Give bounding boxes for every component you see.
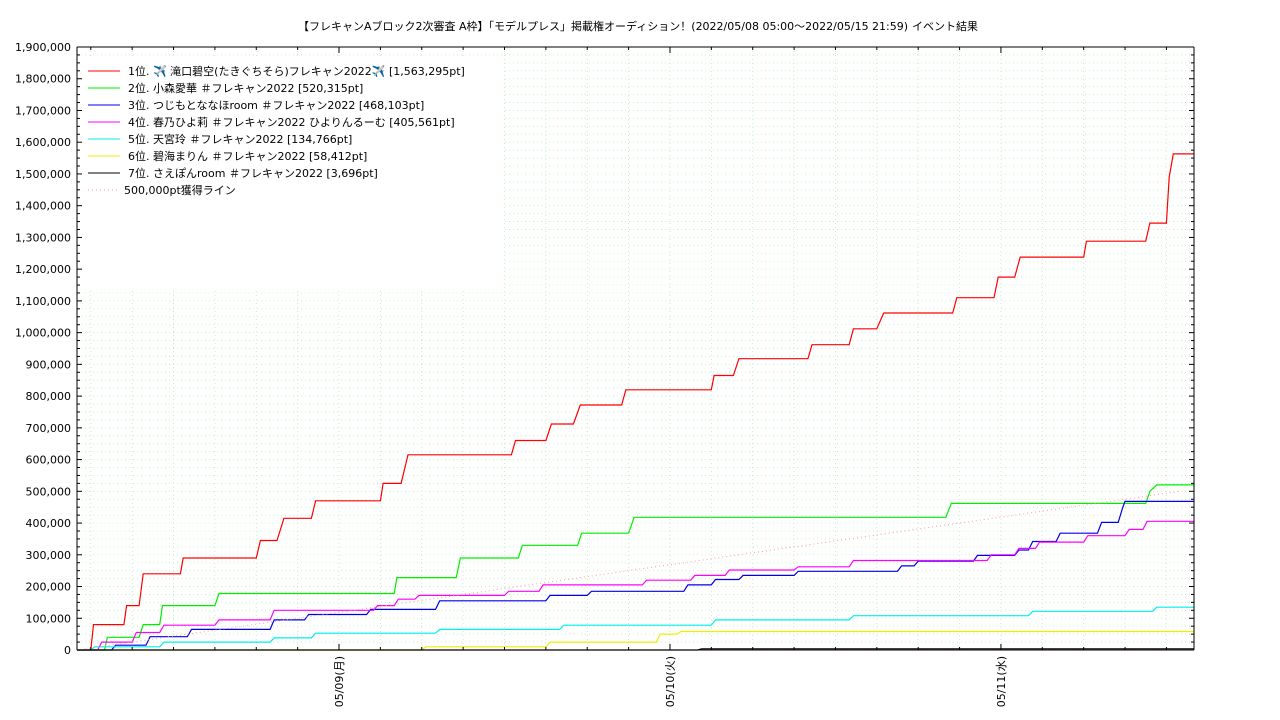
chart-header: 【フレキャンAブロック2次審査 A枠】「モデルプレス」掲載権オーディション！(2…: [0, 18, 1280, 36]
y-tick-label: 600,000: [26, 454, 72, 467]
legend-label-1: 1位. ✈️ 滝口碧空(たきぐちそら)フレキャン2022✈️ [1,563,29…: [128, 64, 465, 78]
y-tick-label: 700,000: [26, 422, 72, 435]
legend-label-5: 5位. 天宮玲 ＃フレキャン2022 [134,766pt]: [128, 132, 352, 146]
y-tick-label: 100,000: [26, 612, 72, 625]
y-tick-label: 200,000: [26, 581, 72, 594]
y-tick-label: 300,000: [26, 549, 72, 562]
y-tick-label: 500,000: [26, 485, 72, 498]
y-tick-label: 1,400,000: [15, 200, 71, 213]
y-tick-label: 1,900,000: [15, 41, 71, 54]
legend: 1位. ✈️ 滝口碧空(たきぐちそら)フレキャン2022✈️ [1,563,29…: [88, 64, 465, 197]
legend-background: [78, 57, 502, 291]
y-tick-label: 1,000,000: [15, 327, 71, 340]
x-tick-label: 05/10(火): [664, 656, 677, 707]
legend-box: [78, 57, 502, 291]
legend-label-4: 4位. 春乃ひよ莉 ＃フレキャン2022 ひよりんるーむ [405,561pt]: [128, 115, 455, 129]
series-line-1: [77, 153, 1194, 651]
legend-label-6: 6位. 碧海まりん ＃フレキャン2022 [58,412pt]: [128, 149, 367, 163]
y-tick-label: 900,000: [26, 358, 72, 371]
legend-label-3: 3位. つじもとななほroom ＃フレキャン2022 [468,103pt]: [128, 98, 424, 112]
legend-label-2: 2位. 小森愛華 ＃フレキャン2022 [520,315pt]: [128, 81, 363, 95]
x-tick-label: 05/09(月): [333, 656, 346, 707]
series-line-2: [77, 484, 1194, 651]
axes: 0 100,000 200,000 300,000 400,000 500,000 600,…: [15, 41, 1195, 707]
chart-title: 【フレキャンAブロック2次審査 A枠】「モデルプレス」掲載権オーディション！(2…: [298, 20, 909, 33]
series-line-4: [77, 520, 1194, 651]
y-tick-label: 1,600,000: [15, 136, 71, 149]
series-line-6: [77, 630, 1194, 651]
y-tick-label: 1,800,000: [15, 73, 71, 86]
x-tick-label: 05/11(水): [995, 656, 1008, 707]
y-tick-label: 1,300,000: [15, 231, 71, 244]
y-tick-label: 1,700,000: [15, 104, 71, 117]
y-tick-label: 0: [64, 644, 71, 657]
series-line-3: [77, 500, 1194, 651]
y-tick-label: 1,100,000: [15, 295, 71, 308]
y-tick-label: 800,000: [26, 390, 72, 403]
chart-subtitle: イベント結果: [912, 20, 978, 33]
series-line-8: [76, 490, 1181, 651]
series-line-5: [77, 606, 1194, 651]
y-tick-label: 1,200,000: [15, 263, 71, 276]
y-tick-label: 400,000: [26, 517, 72, 530]
legend-label-8: 500,000pt獲得ライン: [124, 184, 236, 197]
y-tick-label: 1,500,000: [15, 168, 71, 181]
legend-label-7: 7位. さえぽんroom ＃フレキャン2022 [3,696pt]: [128, 166, 378, 180]
